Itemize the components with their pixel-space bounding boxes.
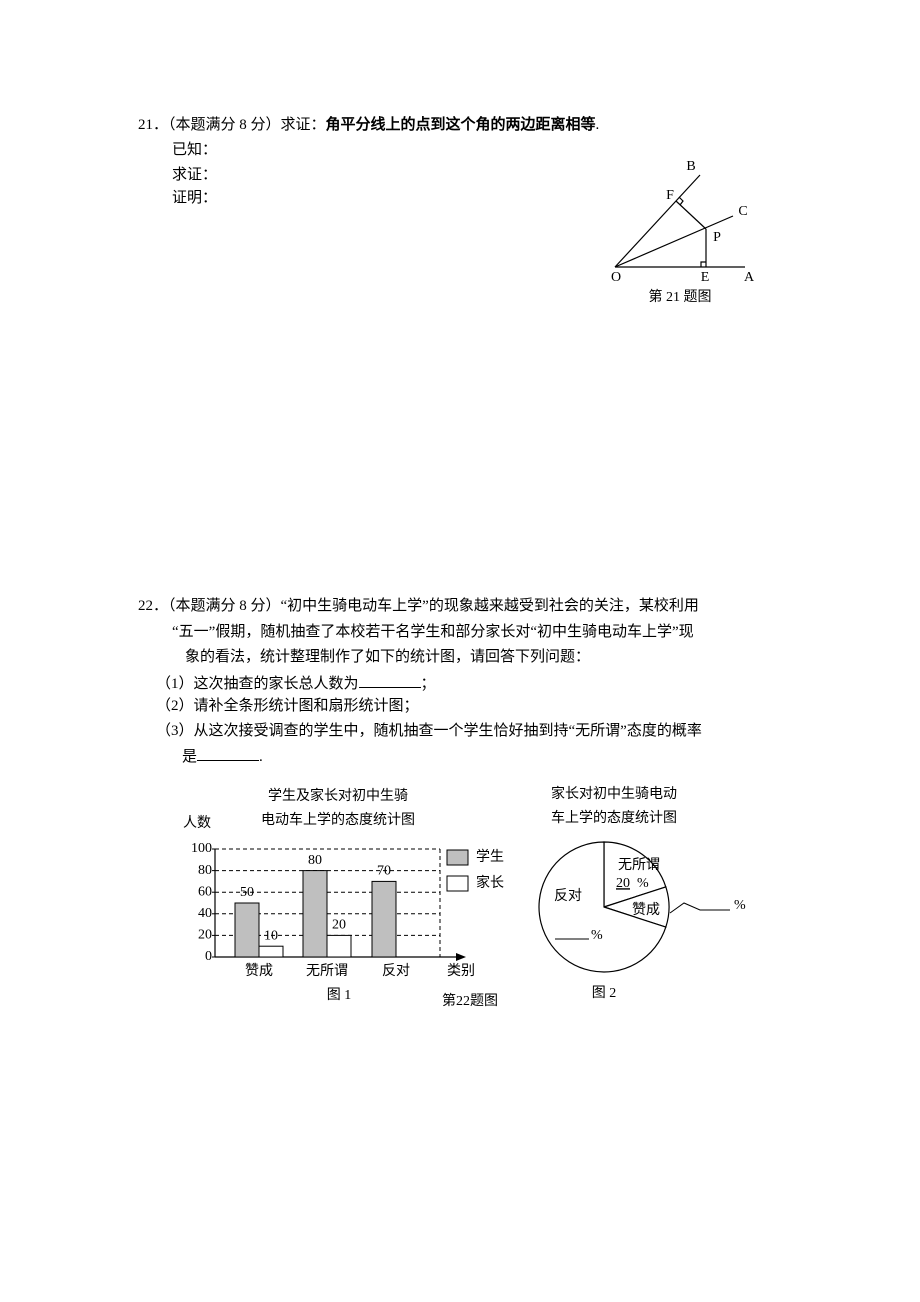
- given-line: 已知：: [172, 142, 218, 158]
- ray-oc: [614, 215, 734, 268]
- point-label: P: [713, 230, 721, 245]
- bar: [302, 870, 328, 958]
- point-label: O: [611, 270, 621, 285]
- sub-question: （3）从这次接受调查的学生中，随机抽查一个学生恰好抽到持“无所谓”态度的概率: [156, 723, 702, 739]
- sub-text: ；: [420, 676, 436, 692]
- point-label: F: [666, 188, 674, 203]
- chart-title: 车上学的态度统计图: [551, 809, 677, 826]
- pie-slice: [603, 841, 667, 908]
- right-angle-mark: [700, 261, 706, 267]
- sub-text: .: [259, 749, 263, 765]
- point-label: C: [738, 204, 747, 219]
- question-text: （本题满分 8 分）“初中生骑电动车上学”的现象越来越受到社会的关注，某校利用: [168, 598, 699, 614]
- answer-blank: [197, 746, 260, 761]
- data-label: 20: [332, 918, 346, 933]
- proof-line: 证明：: [172, 190, 218, 206]
- legend-swatch: [446, 875, 469, 892]
- figure-caption: 第22题图: [442, 992, 498, 1009]
- ray-ob: [614, 174, 701, 268]
- bar: [326, 934, 352, 958]
- question-21: 21．（本题满分 8 分）求证：角平分线上的点到这个角的两边距离相等.: [138, 116, 599, 134]
- slice-label: 反对: [554, 888, 582, 904]
- y-tick-label: 80: [198, 863, 212, 878]
- period: .: [595, 117, 600, 133]
- sub-question: 是.: [182, 746, 263, 766]
- slice-label: 无所谓: [618, 857, 660, 873]
- axis-arrow: [456, 953, 466, 961]
- question-text: 象的看法，统计整理制作了如下的统计图，请回答下列问题：: [185, 649, 591, 665]
- percent-sign: %: [637, 876, 649, 891]
- legend-label: 学生: [476, 849, 504, 865]
- y-axis-label: 人数: [183, 815, 211, 831]
- statement: 角平分线上的点到这个角的两边距离相等: [325, 117, 596, 133]
- point-label: E: [701, 270, 710, 285]
- chart-caption: 图 2: [592, 986, 617, 1001]
- sub-text: 是: [182, 749, 198, 765]
- sub-question: （2）请补全条形统计图和扇形统计图；: [156, 698, 419, 714]
- figure-caption: 第 21 题图: [649, 288, 712, 305]
- sub-text: （1）这次抽查的家长总人数为: [156, 676, 359, 692]
- slice-label: 赞成: [632, 902, 660, 918]
- bar: [371, 880, 397, 958]
- question-number: 21．: [138, 117, 169, 133]
- sub-question: （1）这次抽查的家长总人数为 ；: [156, 673, 436, 693]
- data-label: 50: [240, 885, 254, 900]
- point-label: A: [744, 270, 755, 285]
- x-tick-label: 反对: [382, 963, 410, 979]
- chart-title: 电动车上学的态度统计图: [261, 811, 415, 828]
- chart-caption: 图 1: [327, 988, 352, 1003]
- data-label: 10: [264, 928, 278, 943]
- x-tick-label: 无所谓: [306, 963, 348, 979]
- data-label: 70: [377, 864, 391, 879]
- prove-line: 求证：: [172, 167, 218, 183]
- question-text: “五一”假期，随机抽查了本校若干名学生和部分家长对“初中生骑电动车上学”现: [172, 624, 694, 640]
- percent-sign: %: [734, 898, 746, 913]
- point-label: B: [686, 159, 695, 174]
- y-tick-label: 0: [205, 949, 212, 964]
- percent-sign: %: [591, 928, 603, 943]
- x-axis-label: 类别: [447, 963, 475, 979]
- y-tick-label: 20: [198, 928, 212, 943]
- data-label: 80: [308, 853, 322, 868]
- y-tick-label: 60: [198, 884, 212, 899]
- answer-blank: [358, 673, 421, 688]
- slice-value: 20: [616, 876, 630, 891]
- question-number: 22．: [138, 598, 169, 614]
- x-tick-label: 赞成: [245, 963, 273, 979]
- legend-swatch: [446, 849, 469, 866]
- y-tick-label: 100: [191, 841, 212, 856]
- legend-label: 家长: [476, 874, 504, 891]
- question-22-line: 22．（本题满分 8 分）“初中生骑电动车上学”的现象越来越受到社会的关注，某校…: [138, 597, 699, 615]
- angle-figure: [614, 174, 745, 268]
- y-tick-label: 40: [198, 906, 212, 921]
- right-angle-mark: [678, 196, 684, 206]
- chart-title: 学生及家长对初中生骑: [268, 787, 408, 804]
- bar: [258, 945, 284, 958]
- leader-line: [669, 902, 730, 914]
- bar: [234, 902, 260, 958]
- question-intro: （本题满分 8 分）求证：: [168, 117, 326, 133]
- chart-title: 家长对初中生骑电动: [551, 785, 677, 802]
- segment-pf: [675, 200, 707, 230]
